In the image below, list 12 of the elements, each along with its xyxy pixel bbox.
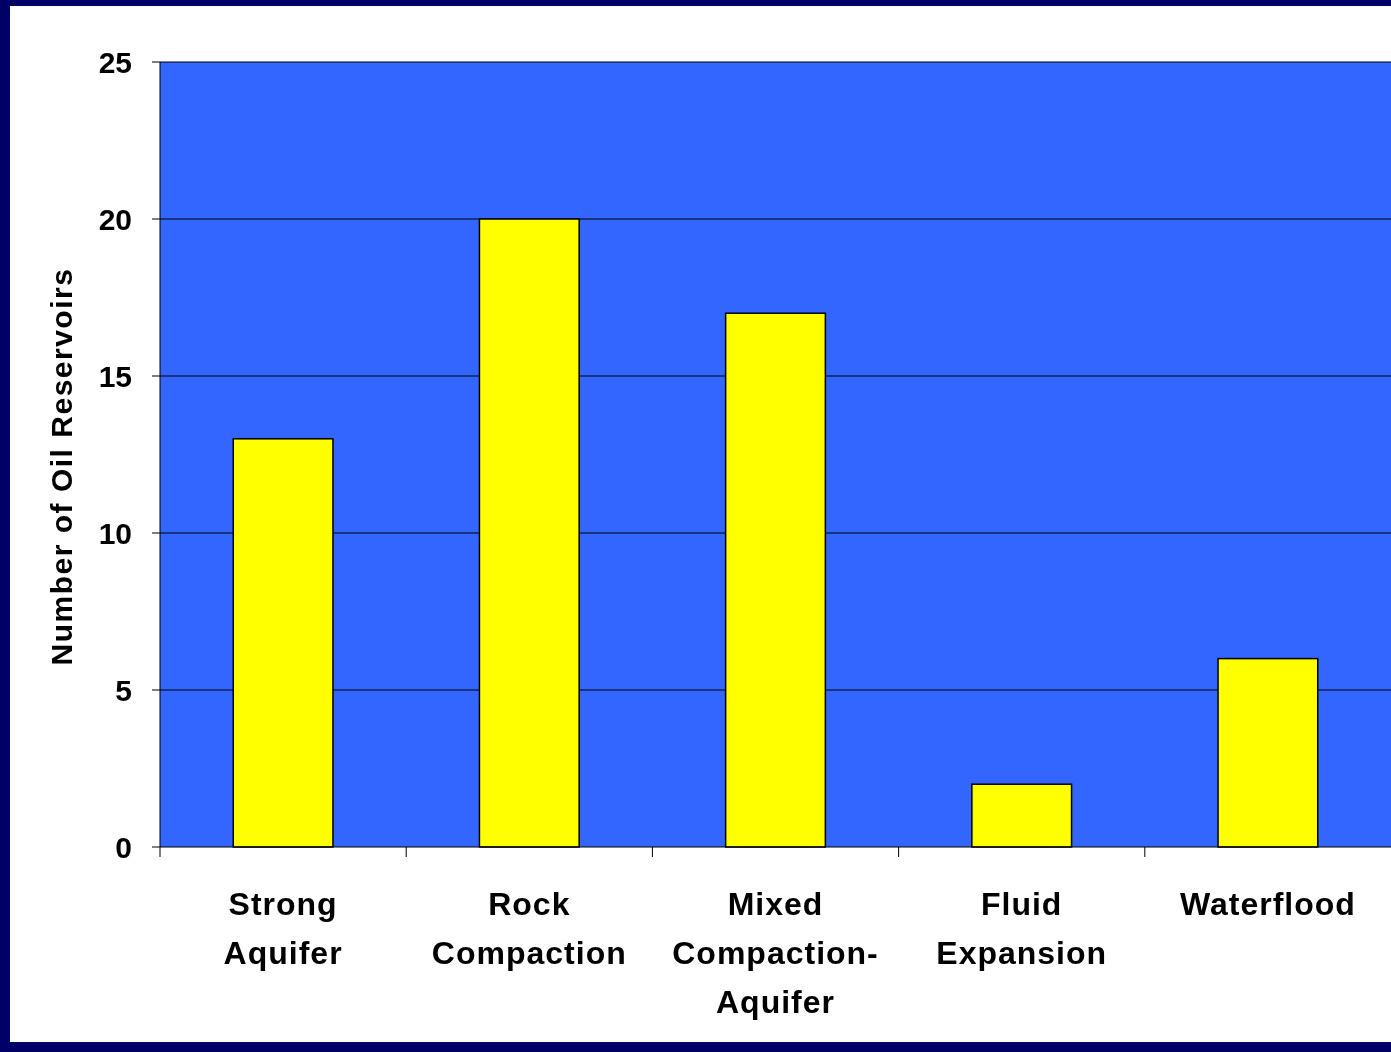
y-tick-label: 0: [115, 830, 132, 864]
y-tick-label: 5: [115, 673, 132, 707]
x-tick-label: Fluid Expansion: [936, 886, 1108, 971]
x-tick-label: Waterflood: [1179, 886, 1356, 922]
x-tick-label: Strong Aquifer: [223, 886, 343, 971]
y-tick-label: 10: [98, 516, 132, 550]
y-tick-label: 15: [98, 359, 132, 393]
y-axis-title: Number of Oil Reservoirs: [45, 267, 78, 666]
x-tick-label: Rock Compaction: [431, 886, 627, 971]
y-tick-label: 25: [98, 45, 132, 79]
x-tick-label: Mixed Compaction-Aquifer: [672, 886, 879, 1020]
y-tick-label: 20: [98, 202, 132, 236]
